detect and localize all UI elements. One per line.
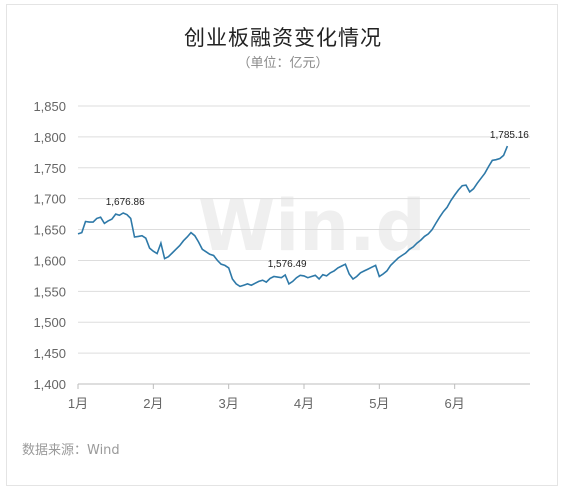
data-label: 1,576.49 [268,259,307,270]
y-axis: 1,400 1,450 1,500 1,550 1,600 1,650 1,700 1,750… [33,99,66,392]
y-tick-label: 1,600 [33,253,66,268]
y-tick-label: 1,750 [33,161,66,176]
x-tick-label: 4月 [294,396,314,411]
x-tick-label: 3月 [219,396,239,411]
y-tick-label: 1,850 [33,99,66,114]
y-tick-label: 1,500 [33,315,66,330]
chart-title: 创业板融资变化情况 [184,26,382,50]
data-label: 1,676.86 [106,197,145,208]
data-label: 1,785.16 [490,130,529,141]
y-tick-label: 1,700 [33,192,66,207]
x-tick-label: 6月 [445,396,465,411]
chart-subtitle: （单位：亿元） [237,56,329,71]
y-tick-label: 1,550 [33,284,66,299]
y-tick-label: 1,800 [33,130,66,145]
watermark: Win.d [198,185,426,267]
data-labels: 1,676.86 1,576.49 1,785.16 [106,130,530,270]
y-tick-label: 1,450 [33,346,66,361]
y-tick-label: 1,650 [33,223,66,238]
x-tick-label: 2月 [143,396,163,411]
gridlines [78,105,530,354]
x-axis: 1月 2月 3月 4月 5月 6月 [68,383,530,411]
series-line [77,145,509,288]
x-tick-label: 5月 [369,396,389,411]
y-tick-label: 1,400 [33,377,66,392]
source-note: 数据来源：Wind [22,443,120,458]
x-tick-label: 1月 [68,396,88,411]
chart-frame [6,4,558,486]
